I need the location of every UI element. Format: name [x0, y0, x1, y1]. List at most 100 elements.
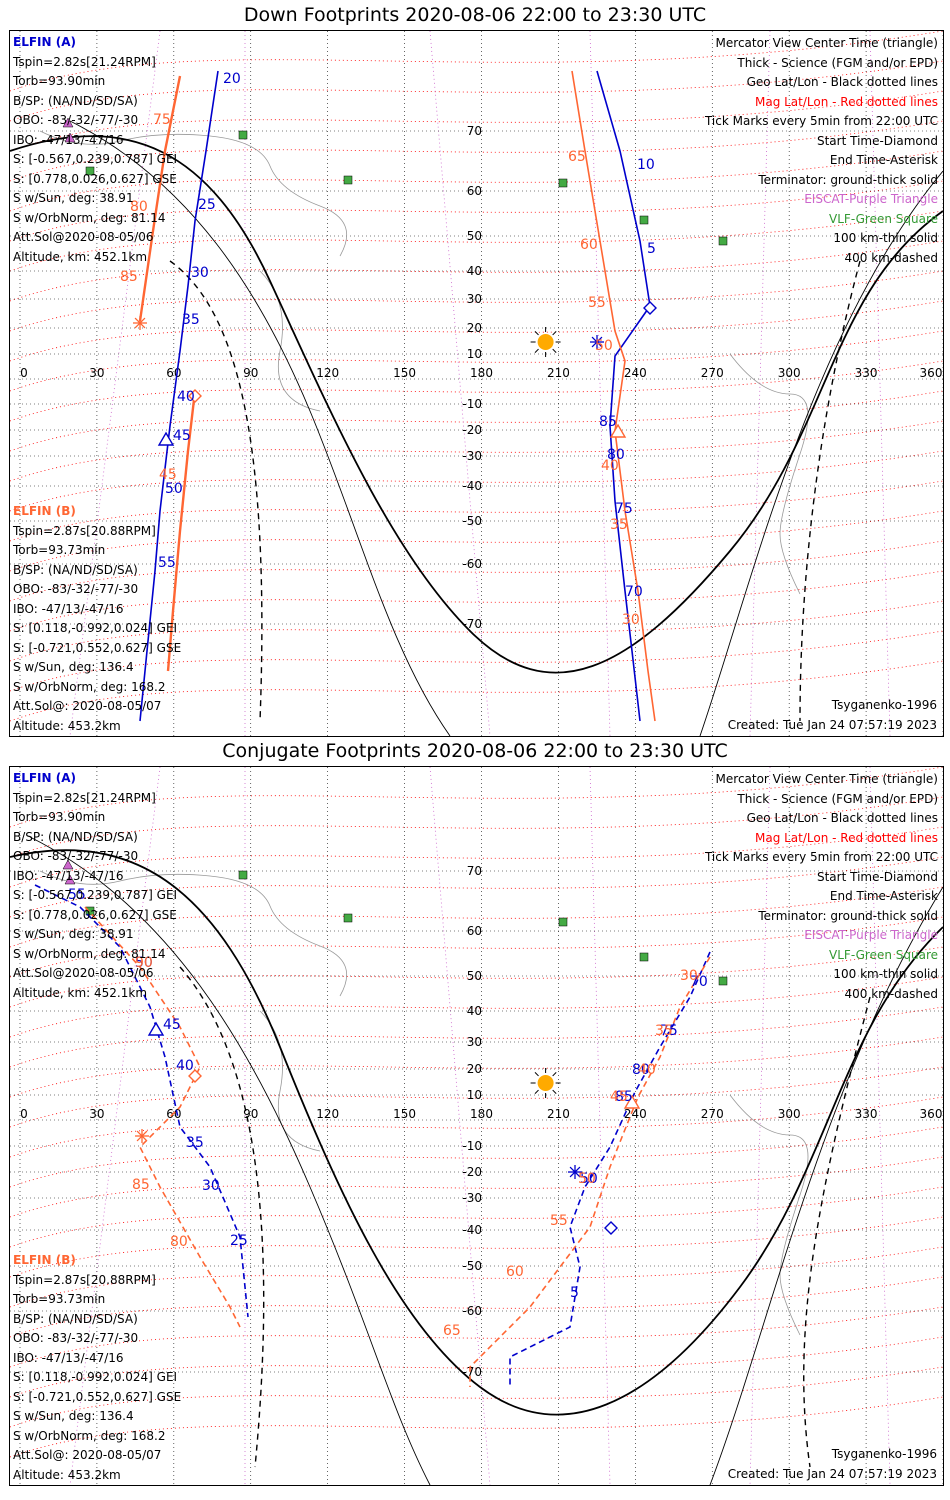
track-time-label: 55 [158, 555, 176, 571]
mag-lat-line [10, 886, 943, 948]
mag-lat-line [10, 480, 943, 542]
elfin-a-track [509, 951, 711, 1387]
elfin-b-param: Torb=93.73min [13, 1292, 106, 1306]
track-time-label: 30 [191, 265, 209, 281]
terminator-100km [69, 120, 943, 736]
elfin-b-param: S w/OrbNorm, deg: 168.2 [13, 1428, 166, 1443]
track-time-label: 65 [443, 1323, 461, 1339]
center-time-triangle [623, 1094, 641, 1109]
track-time-label: 50 [578, 1171, 596, 1187]
mag-lat-line [10, 826, 943, 888]
legend-item: 400 km-dashed [844, 986, 938, 1001]
elfin-b-param: S w/Sun, deg: 136.4 [13, 660, 134, 674]
vlf-green-square [85, 906, 95, 916]
track-time-label: 80 [607, 447, 625, 463]
terminator-400km [179, 966, 265, 1468]
elfin-a-param: S: [-0.567,0.239,0.787] GEI [13, 152, 178, 166]
terminator-ground [10, 849, 943, 1416]
vlf-green-square [85, 166, 95, 176]
end-time-asterisk [590, 335, 604, 349]
mag-lat-line [10, 916, 943, 978]
elfin-a-param: B/SP: (NA/ND/SD/SA) [13, 829, 138, 844]
track-markers [135, 1021, 641, 1235]
lat-tick-label: -40 [462, 1223, 482, 1237]
lat-tick-label: -20 [462, 1165, 482, 1179]
legend-item: 100 km-thin solid [833, 231, 938, 245]
terminator-curves [10, 120, 943, 736]
track-tick-labels: 2025303540455055105858075707580856560555… [120, 71, 656, 628]
mag-lon-line [429, 767, 491, 1485]
elfin-b-param: S w/Sun, deg: 136.4 [13, 1409, 134, 1423]
start-time-diamond [604, 1221, 618, 1235]
lon-tick-label: 60 [166, 366, 181, 380]
mag-lat-line [10, 570, 943, 632]
vlf-green-square [639, 215, 649, 225]
lat-tick-label: -60 [462, 1304, 482, 1318]
lon-tick-label: 360 [920, 366, 943, 380]
lat-tick-label: 70 [467, 124, 482, 138]
lon-tick-label: 30 [89, 366, 104, 380]
elfin-b-track [571, 70, 656, 722]
mag-lat-line [10, 976, 943, 1038]
elfin-a-param: B/SP: (NA/ND/SD/SA) [13, 93, 138, 108]
vlf-green-square [343, 913, 353, 923]
track-time-label: 70 [690, 974, 708, 990]
elfin-b-param: B/SP: (NA/ND/SD/SA) [13, 562, 138, 577]
lon-tick-label: 150 [393, 366, 416, 380]
track-time-label: 35 [655, 1023, 673, 1039]
legend-item: Tick Marks every 5min from 22:00 UTC [704, 850, 938, 864]
elfin-b-header: ELFIN (B) [13, 504, 76, 518]
mag-lat-line [10, 1216, 943, 1278]
elfin-a-param: S: [0.778,0.026,0.627] GSE [13, 907, 177, 922]
end-time-asterisk [568, 1165, 582, 1179]
lat-tick-label: -30 [462, 1191, 482, 1205]
eiscat-purple-triangle [64, 132, 76, 143]
lon-tick-label: 180 [470, 1107, 493, 1121]
lat-tick-label: -60 [462, 557, 482, 571]
down-footprints-map: 0 30 60 90 120 150 180 210 240 270 300 330 360 70 60 50… [9, 30, 944, 737]
mag-lat-line [10, 1186, 943, 1248]
mag-lat-line [10, 120, 943, 182]
sun-icon [530, 1068, 561, 1098]
lat-tick-label: 40 [467, 264, 482, 278]
lon-tick-label: 120 [316, 1107, 339, 1121]
legend-item: VLF-Green Square [829, 211, 938, 226]
elfin-b-param: Altitude: 453.2km [13, 1467, 121, 1482]
mag-lat-line [10, 540, 943, 602]
mag-lat-line [10, 31, 943, 92]
vlf-green-square [558, 917, 568, 927]
legend-item: Start Time-Diamond [816, 133, 938, 148]
elfin-a-param: Torb=93.90min [13, 810, 106, 824]
track-time-label: 45 [610, 1089, 628, 1105]
lat-tick-label: 10 [467, 1088, 482, 1102]
track-time-label: 10 [637, 157, 655, 173]
mag-lat-line [10, 630, 943, 692]
track-time-label: 30 [202, 1178, 220, 1194]
lon-tick-label: 360 [920, 1107, 943, 1121]
center-time-triangle [609, 423, 627, 438]
legend-item: 400 km-dashed [844, 250, 938, 265]
legend-item: EISCAT-Purple Triangle [804, 928, 938, 942]
lat-tick-label: -50 [462, 1259, 482, 1273]
mag-lat-line [10, 390, 943, 452]
start-time-diamond [188, 1069, 202, 1083]
axis-ticks: 0 30 60 90 120 150 180 210 240 270 300 330 360 70 60 50… [20, 864, 942, 1379]
track-time-label: 35 [186, 1135, 204, 1151]
legend-item: End Time-Asterisk [829, 889, 938, 903]
orbit-tracks [34, 884, 711, 1387]
lat-tick-label: 20 [467, 1062, 482, 1076]
mag-lat-line [10, 1006, 943, 1068]
panel-title-down: Down Footprints 2020-08-06 22:00 to 23:3… [243, 4, 707, 26]
track-time-label: 85 [132, 1177, 150, 1193]
elfin-b-param: S: [0.118,-0.992,0.024] GEI [13, 1370, 178, 1384]
track-time-label: 75 [615, 501, 633, 517]
elfin-b-param: S: [0.118,-0.992,0.024] GEI [13, 621, 178, 635]
lat-tick-label: -70 [462, 1365, 482, 1379]
track-tick-labels: 55 50 45 40 35 30 25 70 75 80 85 50 5 90 85 80 30 35 40 45 5… [68, 887, 708, 1339]
conjugate-footprints-map: 0 30 60 90 120 150 180 210 240 270 300 330 360 70 60 50… [9, 766, 944, 1486]
vlf-green-square [238, 870, 248, 880]
lon-tick-label: 240 [624, 366, 647, 380]
lat-tick-label: 50 [467, 969, 482, 983]
track-time-label: 65 [568, 149, 586, 165]
lon-tick-label: 270 [701, 366, 724, 380]
